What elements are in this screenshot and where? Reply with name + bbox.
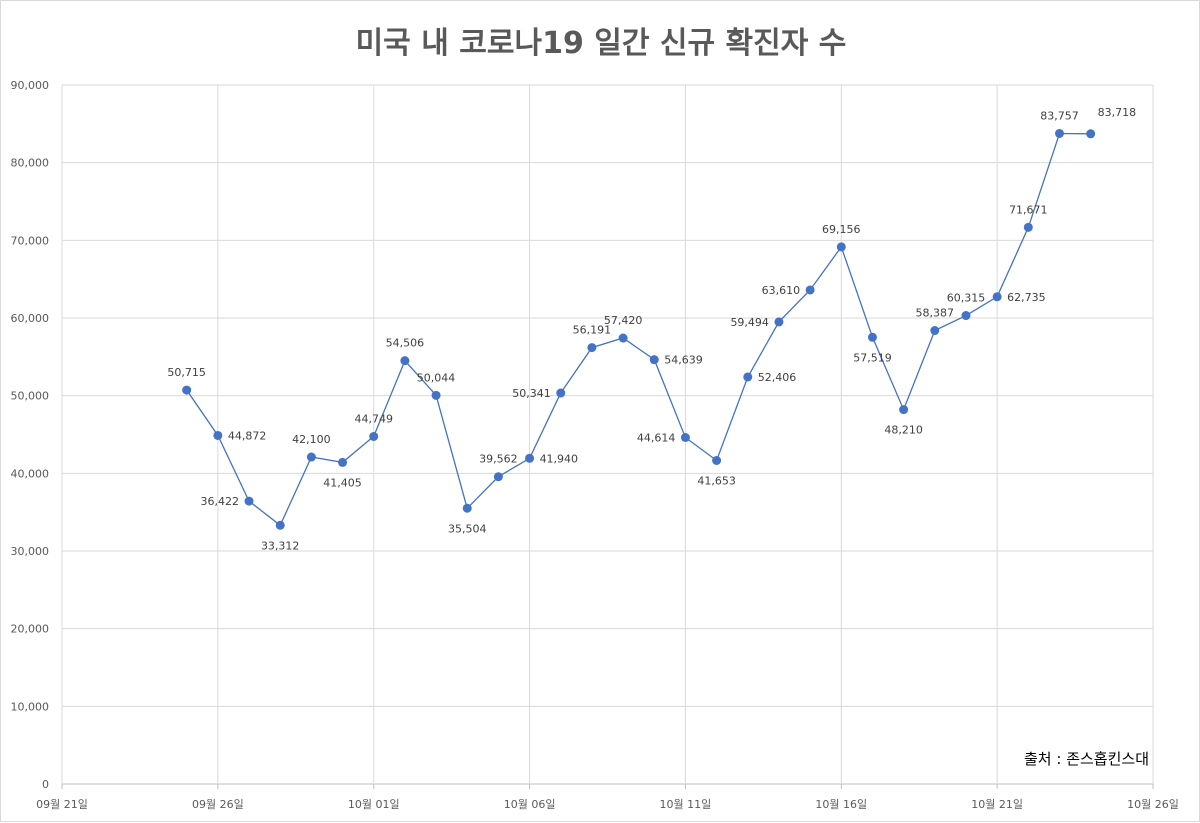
series-line [186,132,1091,527]
data-points [182,128,1096,530]
data-point [306,452,316,462]
data-labels: 50,715 44,872 36,422 33,312 42,100 41,405 44,7… [167,106,1136,552]
data-label: 57,519 [853,351,892,364]
data-label: 33,312 [261,539,300,552]
data-point [805,285,815,295]
data-point [992,292,1002,302]
data-point [525,453,535,463]
y-tick-label: 60,000 [11,312,50,325]
y-axis: 0 10,000 20,000 30,000 40,000 50,000 60,000 70,… [11,79,50,791]
data-label: 41,653 [697,474,736,487]
data-label: 42,100 [292,433,331,446]
y-tick-label: 20,000 [11,623,50,636]
data-point [618,333,628,343]
data-point [930,326,940,336]
data-label: 41,405 [323,476,362,489]
data-point [712,455,722,465]
data-label: 58,387 [916,307,955,320]
data-label: 48,210 [884,424,923,437]
data-label: 44,614 [637,431,676,444]
data-point [275,520,285,530]
data-point [836,242,846,252]
data-label: 59,494 [730,316,769,329]
x-tick-label: 10월 21일 [971,797,1023,811]
data-point [743,372,753,382]
data-point [774,317,784,327]
data-point [556,388,566,398]
data-label: 71,671 [1009,203,1048,216]
y-tick-label: 40,000 [11,467,50,480]
data-label: 57,420 [604,314,643,327]
chart-title: 미국 내 코로나19 일간 신규 확진자 수 [356,26,847,61]
data-label: 50,341 [512,387,551,400]
data-label: 54,639 [664,354,703,367]
data-point [961,311,971,321]
data-label: 44,749 [354,412,393,425]
data-point [649,355,659,365]
data-point [182,385,192,395]
y-tick-label: 90,000 [11,79,50,92]
y-tick-label: 0 [42,778,49,791]
x-tick-label: 10월 26일 [1127,797,1179,811]
data-point [369,431,379,441]
data-label: 52,406 [758,371,797,384]
data-label: 41,940 [540,452,579,465]
x-tick-label: 10월 11일 [660,797,712,811]
data-point [493,472,503,482]
y-tick-label: 50,000 [11,390,50,403]
x-tick-label: 10월 06일 [504,797,556,811]
data-label: 39,562 [479,453,518,466]
gridlines [61,84,1154,785]
data-point [1054,128,1064,138]
x-tick-label: 09월 26일 [192,797,244,811]
data-label: 35,504 [448,522,487,535]
data-point [213,430,223,440]
y-tick-label: 10,000 [11,700,50,713]
data-label: 50,044 [417,371,456,384]
data-label: 50,715 [167,366,206,379]
data-point [680,432,690,442]
data-point [867,332,877,342]
x-tick-label: 10월 01일 [348,797,400,811]
data-label: 69,156 [822,223,861,236]
data-point [462,503,472,513]
data-point [899,405,909,415]
data-point [244,496,254,506]
data-point [1023,222,1033,232]
x-tick-label: 10월 16일 [815,797,867,811]
data-label: 62,735 [1007,291,1045,304]
data-label: 60,315 [947,292,986,305]
data-point [400,356,410,366]
y-tick-label: 70,000 [11,234,50,247]
data-point [338,457,348,467]
y-tick-label: 80,000 [11,157,50,170]
data-label: 36,422 [201,495,240,508]
y-tick-label: 30,000 [11,545,50,558]
data-label: 56,191 [573,324,612,337]
x-tick-label: 09월 21일 [36,797,88,811]
data-label: 54,506 [386,337,425,350]
data-point [587,343,597,353]
data-label: 44,872 [228,429,267,442]
series-line-layer [186,132,1091,527]
source-note: 출처 : 존스홉킨스대 [1024,750,1149,768]
data-label: 83,718 [1098,106,1137,119]
data-label: 63,610 [762,284,801,297]
data-point [431,390,441,400]
data-label: 83,757 [1040,109,1079,122]
x-axis: 09월 21일 09월 26일 10월 01일 10월 06일 10월 11일 10월 1… [36,784,1179,811]
data-point [1086,129,1096,139]
